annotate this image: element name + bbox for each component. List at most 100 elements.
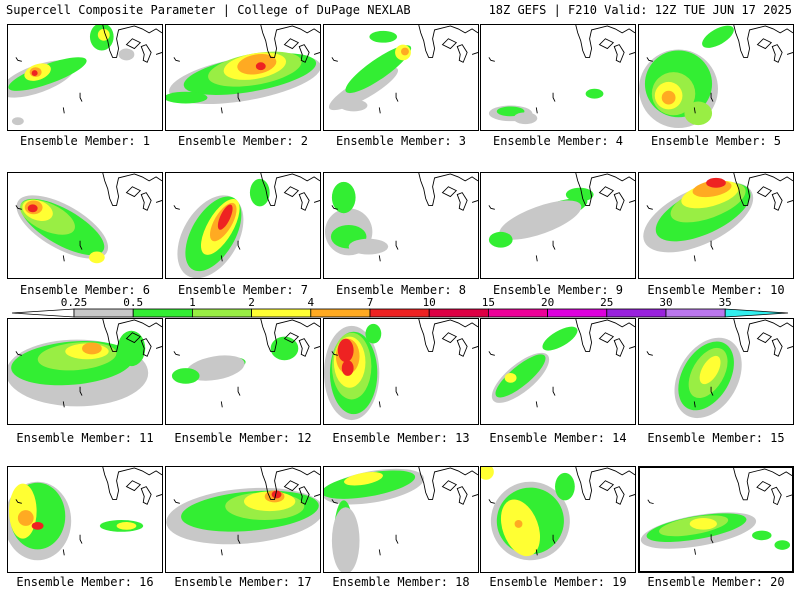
coastline-fragment <box>62 107 65 114</box>
coastline-fragment <box>395 240 399 250</box>
coastline-fragment <box>693 107 696 114</box>
ensemble-map-panel <box>323 466 479 573</box>
scp-field-map <box>8 467 162 561</box>
coastline-fragment <box>693 255 696 262</box>
ensemble-map-panel <box>165 24 321 131</box>
colorbar-bin <box>310 308 371 318</box>
coastline-fragment <box>62 549 65 556</box>
coastline-fragment <box>646 351 653 356</box>
great-lakes-coastline <box>733 319 793 357</box>
ensemble-map-panel <box>165 466 321 573</box>
colorbar-tick-label: 4 <box>307 296 314 309</box>
ensemble-map-panel <box>323 318 479 425</box>
ensemble-map-panel <box>165 318 321 425</box>
coastline-fragment <box>646 57 653 62</box>
coastline-fragment <box>535 549 538 556</box>
ensemble-map-panel <box>323 24 479 131</box>
ensemble-map-panel <box>638 466 794 573</box>
ensemble-map-panel <box>480 172 636 279</box>
ensemble-map-panel <box>638 318 794 425</box>
coastline-fragment <box>220 401 223 408</box>
colorbar-tick-label: 35 <box>719 296 732 309</box>
great-lakes-coastline <box>418 25 478 63</box>
ensemble-member-label: Ensemble Member: 13 <box>332 431 470 445</box>
ensemble-member-label: Ensemble Member: 19 <box>489 575 627 589</box>
coastline-fragment <box>62 401 65 408</box>
great-lakes-coastline <box>260 25 320 63</box>
ensemble-map-panel <box>165 172 321 279</box>
map-title: Supercell Composite Parameter | College … <box>6 3 411 17</box>
coastline-fragment <box>173 351 180 356</box>
ensemble-member-label: Ensemble Member: 6 <box>19 283 151 297</box>
ensemble-member-label: Ensemble Member: 10 <box>647 283 785 297</box>
scp-field-map <box>166 467 320 556</box>
scp-field-map <box>640 468 792 555</box>
ensemble-member-label: Ensemble Member: 1 <box>19 134 151 148</box>
coastline-fragment <box>220 255 223 262</box>
colorbar-bin <box>547 308 608 318</box>
coastline-fragment <box>79 386 83 396</box>
coastline-fragment <box>488 351 495 356</box>
coastline-fragment <box>331 499 338 504</box>
scp-field-map <box>171 319 320 408</box>
great-lakes-coastline <box>418 467 478 505</box>
coastline-fragment <box>395 92 399 102</box>
ensemble-map-panel <box>480 24 636 131</box>
coastline-fragment <box>173 57 180 62</box>
great-lakes-coastline <box>102 173 162 211</box>
scp-field-map <box>324 319 478 421</box>
colorbar-bin <box>665 308 726 318</box>
colorbar-tick-label: 0.5 <box>123 296 143 309</box>
ensemble-member-label: Ensemble Member: 8 <box>335 283 467 297</box>
coastline-fragment <box>646 205 653 210</box>
scp-field-map <box>15 173 162 264</box>
colorbar-bin <box>73 308 134 318</box>
coastline-fragment <box>710 534 714 544</box>
coastline-fragment <box>647 499 654 505</box>
ensemble-map-panel <box>7 466 163 573</box>
coastline-fragment <box>552 92 556 102</box>
colorbar-tick-label: 1 <box>189 296 196 309</box>
scp-field-map <box>488 319 635 408</box>
colorbar-bin <box>132 308 193 318</box>
ensemble-map-panel <box>480 318 636 425</box>
coastline-fragment <box>237 240 241 250</box>
coastline-fragment <box>331 205 338 210</box>
coastline-fragment <box>488 57 495 62</box>
ensemble-member-label: Ensemble Member: 11 <box>16 431 154 445</box>
coastline-fragment <box>488 205 495 210</box>
colorbar-high-cap <box>724 308 789 318</box>
ensemble-map-panel <box>323 172 479 279</box>
great-lakes-coastline <box>260 173 320 211</box>
coastline-fragment <box>710 240 714 250</box>
great-lakes-coastline <box>260 319 320 357</box>
coastline-fragment <box>15 351 22 356</box>
great-lakes-coastline <box>418 173 478 211</box>
coastline-fragment <box>237 534 241 544</box>
coastline-fragment <box>237 386 241 396</box>
colorbar-tick-label: 2 <box>248 296 255 309</box>
great-lakes-coastline <box>260 467 320 505</box>
ensemble-member-label: Ensemble Member: 4 <box>492 134 624 148</box>
coastline-fragment <box>693 401 696 408</box>
ensemble-member-label: Ensemble Member: 2 <box>177 134 309 148</box>
scp-field-map <box>328 25 478 114</box>
ensemble-member-label: Ensemble Member: 9 <box>492 283 624 297</box>
great-lakes-coastline <box>575 319 635 357</box>
coastline-fragment <box>62 255 65 262</box>
scp-field-map <box>643 173 793 262</box>
coastline-fragment <box>173 205 180 210</box>
ensemble-member-label: Ensemble Member: 14 <box>489 431 627 445</box>
coastline-fragment <box>15 57 22 62</box>
ensemble-member-label: Ensemble Member: 7 <box>177 283 309 297</box>
coastline-fragment <box>552 534 556 544</box>
coastline-fragment <box>378 401 381 408</box>
ensemble-member-label: Ensemble Member: 16 <box>16 575 154 589</box>
colorbar-bin <box>428 308 489 318</box>
colorbar-bin <box>606 308 667 318</box>
ensemble-map-panel <box>7 24 163 131</box>
ensemble-map-panel <box>7 172 163 279</box>
ensemble-member-label: Ensemble Member: 12 <box>174 431 312 445</box>
colorbar-low-cap <box>11 308 75 318</box>
coastline-fragment <box>488 499 495 504</box>
